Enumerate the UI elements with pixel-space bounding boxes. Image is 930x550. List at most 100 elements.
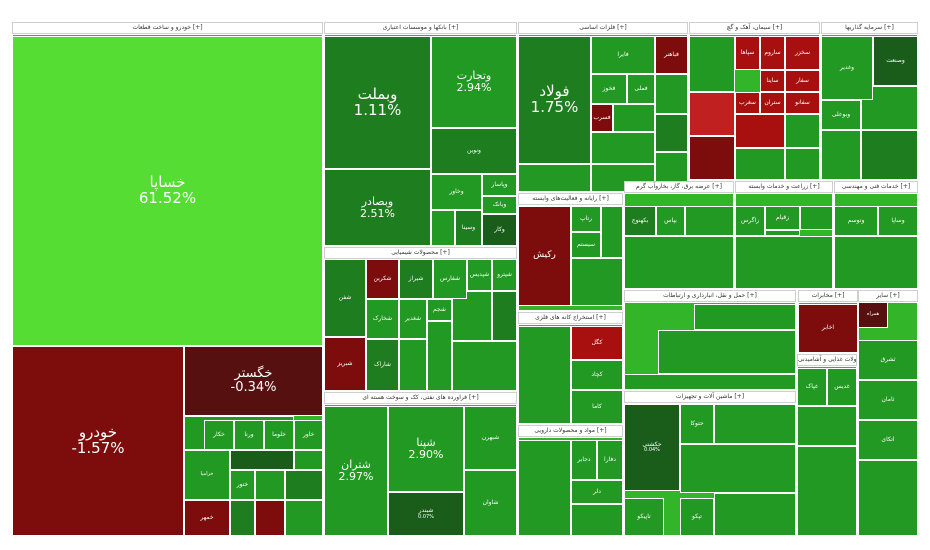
stock-tile[interactable] <box>285 500 323 536</box>
sector-header[interactable]: سایر [+] <box>858 290 918 302</box>
stock-tile[interactable]: شبهرن <box>464 406 517 470</box>
sector-header[interactable]: زراعت و خدمات وابسته [+] <box>735 181 833 193</box>
stock-tile[interactable]: شپترو <box>492 259 517 291</box>
stock-tile[interactable]: حتوکا <box>680 404 714 444</box>
stock-tile[interactable]: اتکای <box>858 420 918 460</box>
sector-header[interactable]: حمل و نقل، انبارداری و ارتباطات [+] <box>624 290 796 302</box>
stock-tile[interactable]: شفن <box>324 259 366 337</box>
stock-tile[interactable] <box>571 258 623 306</box>
stock-tile[interactable] <box>861 130 918 180</box>
sector-header[interactable]: عرضه برق، گاز، بخاروآب گرم [+] <box>624 181 734 193</box>
stock-tile[interactable]: زاگرس <box>735 206 765 236</box>
stock-tile[interactable] <box>785 148 820 180</box>
stock-tile[interactable] <box>694 304 796 330</box>
stock-tile[interactable]: همراه <box>858 302 888 328</box>
sector-header[interactable]: رایانه و فعالیت‌های وابسته [+] <box>518 193 623 205</box>
stock-tile[interactable] <box>834 236 918 289</box>
stock-tile[interactable]: دلر <box>571 480 623 504</box>
stock-tile[interactable]: وصنعت <box>873 36 918 86</box>
stock-tile[interactable] <box>591 132 655 164</box>
sector-header[interactable]: محصولات شیمیایی [+] <box>324 247 517 259</box>
stock-tile[interactable] <box>518 440 571 536</box>
stock-tile[interactable]: بپاس <box>656 206 685 236</box>
stock-tile[interactable]: رتاپ <box>571 206 601 232</box>
stock-tile[interactable]: خلوما <box>264 420 294 450</box>
stock-tile[interactable]: وتوسم <box>834 206 878 236</box>
stock-tile[interactable]: شیراز <box>399 259 433 299</box>
stock-tile[interactable]: کاما <box>571 390 623 424</box>
sector-header[interactable]: سرمایه گذاریها [+] <box>821 22 918 34</box>
stock-tile[interactable] <box>452 291 492 341</box>
stock-tile[interactable]: بکهنوج <box>624 206 656 236</box>
stock-tile[interactable]: ونوین <box>431 128 517 174</box>
stock-tile[interactable]: ختور <box>230 470 255 500</box>
stock-tile[interactable]: وتجارت 2.94% <box>431 36 517 128</box>
stock-tile[interactable] <box>800 206 833 230</box>
stock-tile[interactable]: سپاها <box>735 36 760 70</box>
stock-tile[interactable] <box>821 130 861 180</box>
stock-tile[interactable]: کگل <box>571 326 623 360</box>
stock-tile[interactable]: فملی <box>627 74 655 104</box>
stock-tile[interactable]: وغدیر <box>821 36 873 100</box>
stock-tile[interactable] <box>735 236 833 289</box>
stock-tile[interactable]: وبصادر 2.51% <box>324 169 431 246</box>
stock-tile[interactable] <box>230 500 255 536</box>
sector-header[interactable]: مواد و محصولات دارویی [+] <box>518 425 623 437</box>
sector-header[interactable]: سیمان، آهک و گچ [+] <box>689 22 820 34</box>
sector-header[interactable]: فراورده های نفتی، کک و سوخت هسته ای [+] <box>324 392 517 404</box>
stock-tile[interactable]: ساروم <box>760 36 785 70</box>
stock-tile[interactable]: شجم <box>427 299 452 321</box>
stock-tile[interactable]: غدیس <box>827 368 857 406</box>
stock-tile[interactable] <box>689 136 735 180</box>
stock-tile[interactable]: وخاور <box>431 174 482 210</box>
stock-tile[interactable]: وبانک <box>482 196 517 214</box>
stock-tile[interactable] <box>624 374 796 390</box>
stock-tile[interactable] <box>714 404 796 444</box>
stock-tile[interactable]: خساپا 61.52% <box>12 36 323 346</box>
stock-tile[interactable] <box>624 236 734 289</box>
stock-tile[interactable] <box>735 148 785 180</box>
stock-tile[interactable] <box>399 339 427 391</box>
stock-tile[interactable]: تپکو <box>680 498 714 536</box>
stock-tile[interactable] <box>452 341 517 391</box>
stock-tile[interactable]: ثامان <box>858 380 918 420</box>
stock-tile[interactable]: خزامیا <box>184 450 230 500</box>
stock-tile[interactable] <box>431 210 455 246</box>
stock-tile[interactable] <box>785 114 820 148</box>
stock-tile[interactable] <box>685 206 734 236</box>
stock-tile[interactable]: اخابر <box>798 304 858 353</box>
stock-tile[interactable] <box>255 500 285 536</box>
stock-tile[interactable]: سفار <box>785 70 820 92</box>
stock-tile[interactable]: شفارس <box>433 259 467 299</box>
stock-tile[interactable] <box>613 104 655 132</box>
stock-tile[interactable]: شاوان <box>464 470 517 536</box>
stock-tile[interactable]: فولاد 1.75% <box>518 36 591 164</box>
stock-tile[interactable]: خگستر -0.34% <box>184 346 323 416</box>
stock-tile[interactable]: دفارا <box>597 440 623 480</box>
stock-tile[interactable]: سیستم <box>571 232 601 258</box>
stock-tile[interactable]: رکیش <box>518 206 571 306</box>
stock-tile[interactable]: ثشرق <box>858 340 918 380</box>
stock-tile[interactable]: وپاسار <box>482 174 517 196</box>
sector-header[interactable]: محصولات غذایی و آشامیدنی [+] <box>797 354 857 366</box>
sector-header[interactable]: ماشین آلات و تجهیزات [+] <box>624 391 796 403</box>
stock-tile[interactable]: تاپیکو <box>624 498 664 536</box>
stock-tile[interactable]: فخوز <box>591 74 627 104</box>
stock-tile[interactable]: زقیام <box>765 206 800 230</box>
stock-tile[interactable]: خکار <box>204 420 234 450</box>
stock-tile[interactable]: حکشتی 0.04% <box>624 404 680 491</box>
sector-header[interactable]: استخراج کانه های فلزی [+] <box>518 312 623 324</box>
stock-tile[interactable]: فسرب <box>591 104 613 132</box>
stock-tile[interactable] <box>735 114 785 148</box>
stock-tile[interactable] <box>492 291 517 341</box>
sector-header[interactable]: بانکها و موسسات اعتباری [+] <box>324 22 517 34</box>
stock-tile[interactable] <box>714 493 796 536</box>
stock-tile[interactable]: وبوعلی <box>821 100 861 130</box>
stock-tile[interactable]: ورنا <box>234 420 264 450</box>
stock-tile[interactable] <box>680 444 796 493</box>
stock-tile[interactable] <box>797 446 857 536</box>
stock-tile[interactable] <box>518 164 591 192</box>
stock-tile[interactable] <box>294 450 323 470</box>
stock-tile[interactable] <box>285 470 323 500</box>
stock-tile[interactable] <box>427 321 452 391</box>
